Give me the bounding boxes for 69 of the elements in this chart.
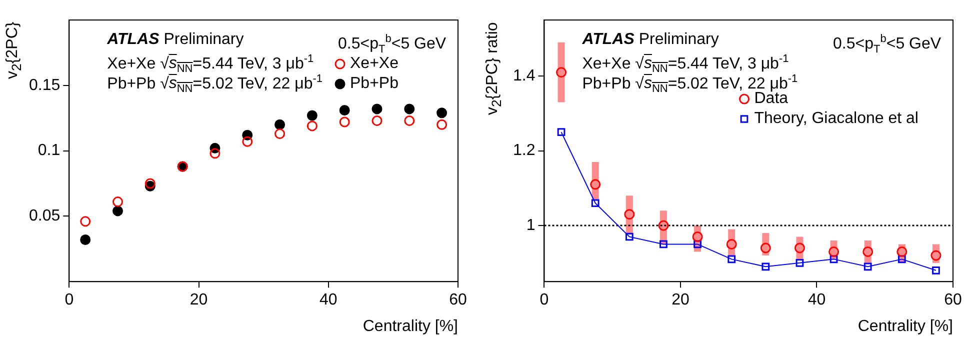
x-tick-label: 40 [808,292,826,309]
annotation: ATLAS Preliminary [107,30,244,49]
point [80,216,91,227]
point [590,179,601,190]
point [864,262,872,271]
point [274,119,286,130]
point [436,108,448,118]
point [339,105,350,116]
point [372,115,382,126]
y-tick-label: 0.05 [29,208,60,225]
point [436,119,448,130]
point [830,255,838,264]
annotation: Pb+Pb √s$_{NN}$=5.02 TeV, 22 μb$^{-1}$ [107,73,323,96]
annotation: ATLAS Preliminary [582,30,719,49]
point [658,220,669,231]
point [210,148,220,159]
point [556,67,567,78]
point [404,104,415,114]
point [660,240,668,248]
legend-label: Xe+Xe [350,54,398,73]
y-tick-label: 0.1 [38,142,60,160]
point [896,246,908,257]
legend-label: Theory, Giacalone et al [754,109,918,128]
point [80,234,91,245]
annotation: 0.5<p$_{T}$$^{b}$<5 GeV [833,32,942,58]
point [557,128,566,136]
point [762,262,770,271]
point [404,115,415,126]
point [591,199,600,208]
y-tick-label: 1.2 [512,142,536,160]
point [932,266,940,274]
x-tick-label: 60 [944,292,962,309]
point [306,120,318,132]
x-tick-label: 40 [319,292,338,309]
point [274,128,286,140]
point [242,136,253,147]
point [930,250,942,261]
annotation: 0.5<p$_{T}$$^{b}$<5 GeV [338,33,446,56]
point [112,196,123,208]
y-tick-label: 1.4 [512,67,536,84]
point [112,206,123,216]
point [372,104,382,114]
y-tick-label: 0.15 [29,76,60,94]
annotation: Xe+Xe √s$_{NN}$=5.44 TeV, 3 μb$^{-1}$ [582,53,789,76]
point [796,258,804,267]
point [726,238,737,250]
point [144,178,156,189]
point [339,116,350,128]
annotation: Xe+Xe √s$_{NN}$=5.44 TeV, 3 μb$^{-1}$ [107,53,314,76]
x-tick-label: 20 [190,292,208,309]
point [898,255,906,264]
y-tick-label: 1 [526,216,536,234]
x-axis-title: Centrality [%] [362,318,458,335]
x-tick-label: 0 [540,292,549,309]
point [692,232,703,242]
point [728,255,736,264]
point [862,246,874,257]
legend-label: Pb+Pb [350,74,398,93]
point [794,242,805,254]
point [760,242,771,254]
point [624,209,635,220]
x-tick-label: 60 [449,292,467,309]
point [625,232,634,241]
point [828,246,840,257]
point [694,240,702,248]
x-tick-label: 0 [64,292,74,309]
x-tick-label: 20 [672,292,690,309]
point [306,110,318,121]
x-axis-title: Centrality [%] [858,318,953,335]
